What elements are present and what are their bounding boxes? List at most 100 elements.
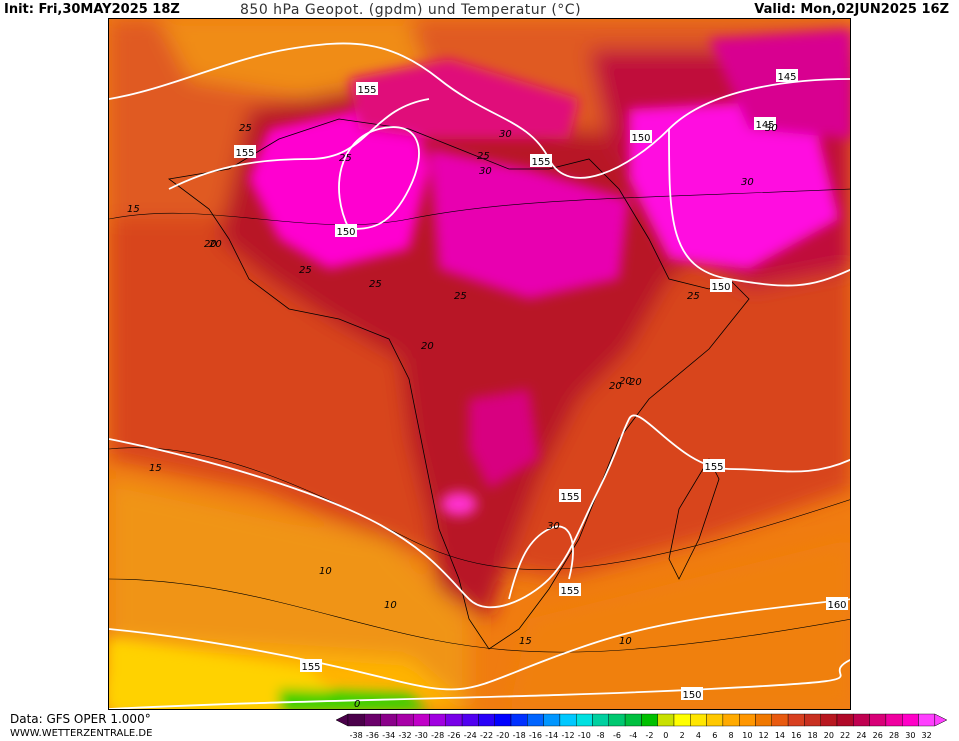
colorbar-tick-label: -2	[646, 731, 654, 740]
colorbar-swatch	[575, 713, 593, 727]
colorbar-swatch	[739, 713, 756, 727]
colorbar-tick-label: -34	[382, 731, 395, 740]
colorbar-swatch	[445, 713, 463, 727]
geopotential-label: 155	[559, 489, 581, 503]
colorbar-swatch	[592, 713, 609, 727]
colorbar-swatch	[755, 713, 772, 727]
colorbar-tick-label: -32	[399, 731, 412, 740]
temperature-label: 20	[204, 239, 217, 250]
colorbar-tick-label: 12	[759, 731, 769, 740]
website-link[interactable]: WWW.WETTERZENTRALE.DE	[10, 728, 153, 739]
colorbar-swatch	[722, 713, 740, 727]
geopotential-label: 150	[710, 279, 732, 293]
colorbar-swatch	[836, 713, 854, 727]
geopotential-label: 145	[776, 69, 798, 83]
svg-text:155: 155	[531, 157, 550, 168]
svg-text:155: 155	[560, 492, 579, 503]
colorbar-tick-label: 4	[696, 731, 701, 740]
colorbar-tick-label: 28	[889, 731, 899, 740]
temperature-label: 30	[765, 123, 778, 134]
svg-text:150: 150	[336, 227, 355, 238]
colorbar-tick-label: -28	[431, 731, 444, 740]
svg-text:150: 150	[631, 133, 650, 144]
svg-text:155: 155	[704, 462, 723, 473]
colorbar-swatch	[608, 713, 626, 727]
geopotential-label: 160	[826, 597, 848, 611]
temperature-label: 0	[354, 699, 360, 710]
map-canvas: 1551451451501551551501501551551551601551…	[109, 19, 850, 710]
colorbar-swatch	[429, 713, 446, 727]
valid-time: Valid: Mon,02JUN2025 16Z	[754, 2, 949, 17]
colorbar-swatch	[494, 713, 512, 727]
colorbar-tick-label: 16	[791, 731, 801, 740]
colorbar-swatch	[641, 713, 658, 727]
colorbar-swatch	[853, 713, 870, 727]
temperature-colorbar: -38 -36 -34 -32 -30 -28 -26 -24 -22 -20 -18 -16 -14-…	[335, 713, 948, 740]
colorbar-swatch	[918, 713, 935, 727]
svg-text:155: 155	[357, 85, 376, 96]
colorbar-swatch	[657, 713, 675, 727]
colorbar-tick-label: 20	[824, 731, 834, 740]
temperature-label: 15	[519, 636, 532, 647]
temperature-label: 30	[547, 521, 560, 532]
geopotential-label: 155	[300, 659, 322, 673]
geopotential-label: 155	[356, 82, 378, 96]
geopotential-label: 150	[335, 224, 357, 238]
temperature-label: 20	[421, 341, 434, 352]
temperature-label: 15	[149, 463, 162, 474]
svg-text:145: 145	[755, 120, 774, 131]
colorbar-swatch	[543, 713, 561, 727]
svg-text:160: 160	[827, 600, 846, 611]
temperature-label: 15	[127, 204, 140, 215]
temperature-label: 20	[209, 239, 222, 250]
colorbar-swatch	[706, 713, 724, 727]
init-time: Init: Fri,30MAY2025 18Z	[4, 2, 180, 17]
colorbar-swatch	[820, 713, 838, 727]
temperature-label: 25	[339, 153, 352, 164]
hot-core-field	[109, 29, 850, 709]
africa-coastline	[168, 118, 750, 650]
geopotential-label: 155	[559, 583, 581, 597]
colorbar-swatch	[461, 713, 479, 727]
temperature-label: 10	[619, 636, 632, 647]
madagascar-coastline	[668, 458, 720, 580]
temperature-label: 25	[369, 279, 382, 290]
svg-text:145: 145	[777, 72, 796, 83]
data-source: Data: GFS OPER 1.000°	[10, 712, 151, 726]
colorbar-swatch	[771, 713, 789, 727]
geopotential-label: 155	[530, 154, 552, 168]
colorbar-swatch	[885, 713, 903, 727]
colorbar-tick-label: 6	[712, 731, 717, 740]
colorbar-swatch	[690, 713, 707, 727]
temperature-label: 10	[319, 566, 332, 577]
colorbar-tick-label: 14	[775, 731, 785, 740]
temperature-label: 25	[454, 291, 467, 302]
geopotential-label: 145	[754, 117, 776, 131]
map-title: 850 hPa Geopot. (gpdm) und Temperatur (°…	[240, 2, 582, 18]
temperature-label: 25	[687, 291, 700, 302]
colorbar-swatch	[510, 713, 528, 727]
colorbar-arrow-right	[934, 713, 948, 727]
temperature-label: 30	[499, 129, 512, 140]
colorbar-arrow-left	[335, 713, 349, 727]
colorbar-tick-label: 2	[680, 731, 685, 740]
colorbar-tick-label: -8	[597, 731, 605, 740]
colorbar-tick-label: 18	[807, 731, 817, 740]
colorbar-swatch	[902, 713, 919, 727]
colorbar-swatch	[787, 713, 805, 727]
colorbar-tick-label: -36	[366, 731, 379, 740]
colorbar-swatch	[364, 713, 381, 727]
colorbar-swatch	[396, 713, 414, 727]
temperature-label: 20	[619, 376, 632, 387]
colorbar-swatch	[624, 713, 642, 727]
colorbar-tick-label: -22	[480, 731, 493, 740]
colorbar-swatch	[412, 713, 430, 727]
svg-text:155: 155	[235, 148, 254, 159]
colorbar-tick-label: 30	[905, 731, 915, 740]
colorbar-tick-label: -26	[447, 731, 460, 740]
colorbar-swatch	[673, 713, 691, 727]
colorbar-swatch	[380, 713, 398, 727]
svg-text:155: 155	[301, 662, 320, 673]
temperature-labels: 2525253025303030252020251520252020201510…	[127, 123, 778, 710]
svg-text:150: 150	[711, 282, 730, 293]
